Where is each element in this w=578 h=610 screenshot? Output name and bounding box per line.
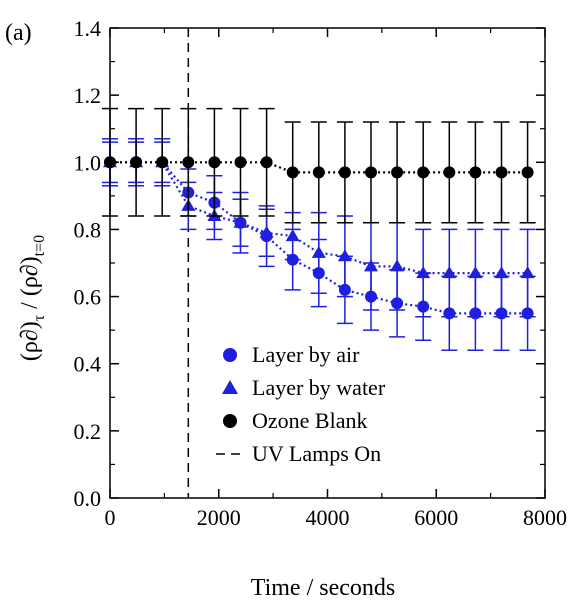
panel-label: (a)	[5, 20, 32, 46]
series-line	[110, 161, 528, 275]
y-axis-title-sub2: t=0	[31, 235, 48, 256]
plot-area: 0 2000 4000 6000 8000 0.0 0.2 0.4 0.6 0.8 1.0 1.2 1.…	[74, 16, 568, 530]
legend-label: UV Lamps On	[252, 441, 381, 466]
y-axis-title-base: (ρ∂)	[17, 321, 43, 361]
y-tick-label: 0.8	[74, 217, 102, 242]
data-point-triangle	[337, 249, 352, 262]
data-point-circle	[391, 166, 404, 179]
legend-label: Layer by air	[252, 342, 360, 367]
data-point-circle	[182, 156, 195, 169]
data-point-triangle	[285, 229, 300, 242]
legend-marker-triangle	[222, 380, 238, 394]
data-point-circle	[260, 156, 273, 169]
legend-label: Ozone Blank	[252, 408, 367, 433]
x-tick-label: 6000	[414, 505, 458, 530]
data-point-triangle	[494, 266, 509, 279]
data-point-circle	[495, 166, 508, 179]
x-axis-title: Time / seconds	[251, 575, 395, 601]
data-point-triangle	[520, 266, 535, 279]
y-tick-label: 0.0	[74, 486, 102, 511]
data-point-circle	[286, 166, 299, 179]
y-tick-label: 0.4	[74, 352, 102, 377]
legend-label: Layer by water	[252, 375, 386, 400]
legend-marker-circle	[223, 348, 237, 362]
data-point-circle	[338, 166, 351, 179]
data-point-circle	[365, 166, 377, 179]
y-axis-title-mid: / (ρ∂)	[17, 256, 43, 315]
x-tick-label: 4000	[306, 505, 350, 530]
data-point-circle	[443, 166, 456, 179]
legend-marker-circle	[223, 414, 237, 428]
data-point-circle	[234, 156, 247, 169]
y-tick-label: 0.6	[74, 285, 102, 310]
x-tick-label: 2000	[197, 505, 241, 530]
x-tick-label: 0	[105, 505, 116, 530]
data-point-triangle	[364, 259, 378, 272]
data-point-circle	[208, 156, 221, 169]
series-2	[102, 107, 536, 224]
y-tick-label: 0.2	[74, 419, 102, 444]
y-tick-label: 1.2	[74, 83, 102, 108]
data-point-triangle	[442, 266, 457, 279]
data-point-triangle	[468, 266, 483, 279]
data-point-triangle	[390, 259, 405, 272]
data-point-triangle	[259, 225, 274, 238]
y-tick-label: 1.0	[74, 150, 102, 175]
data-point-circle	[521, 166, 534, 179]
data-point-triangle	[416, 266, 431, 279]
y-tick-label: 1.4	[74, 16, 102, 41]
data-point-circle	[417, 166, 430, 179]
data-point-triangle	[233, 215, 248, 228]
y-axis-title-sub1: τ	[31, 314, 48, 321]
y-axis-title: (ρ∂)τ / (ρ∂)t=0	[17, 235, 48, 361]
x-tick-label: 8000	[523, 505, 567, 530]
data-point-circle	[312, 166, 325, 179]
data-point-circle	[156, 156, 169, 169]
legend: Layer by air Layer by water Ozone Blank UV …	[216, 342, 386, 466]
data-point-circle	[104, 156, 116, 169]
data-point-circle	[130, 156, 143, 169]
data-point-circle	[469, 166, 482, 179]
data-point-triangle	[311, 245, 326, 258]
